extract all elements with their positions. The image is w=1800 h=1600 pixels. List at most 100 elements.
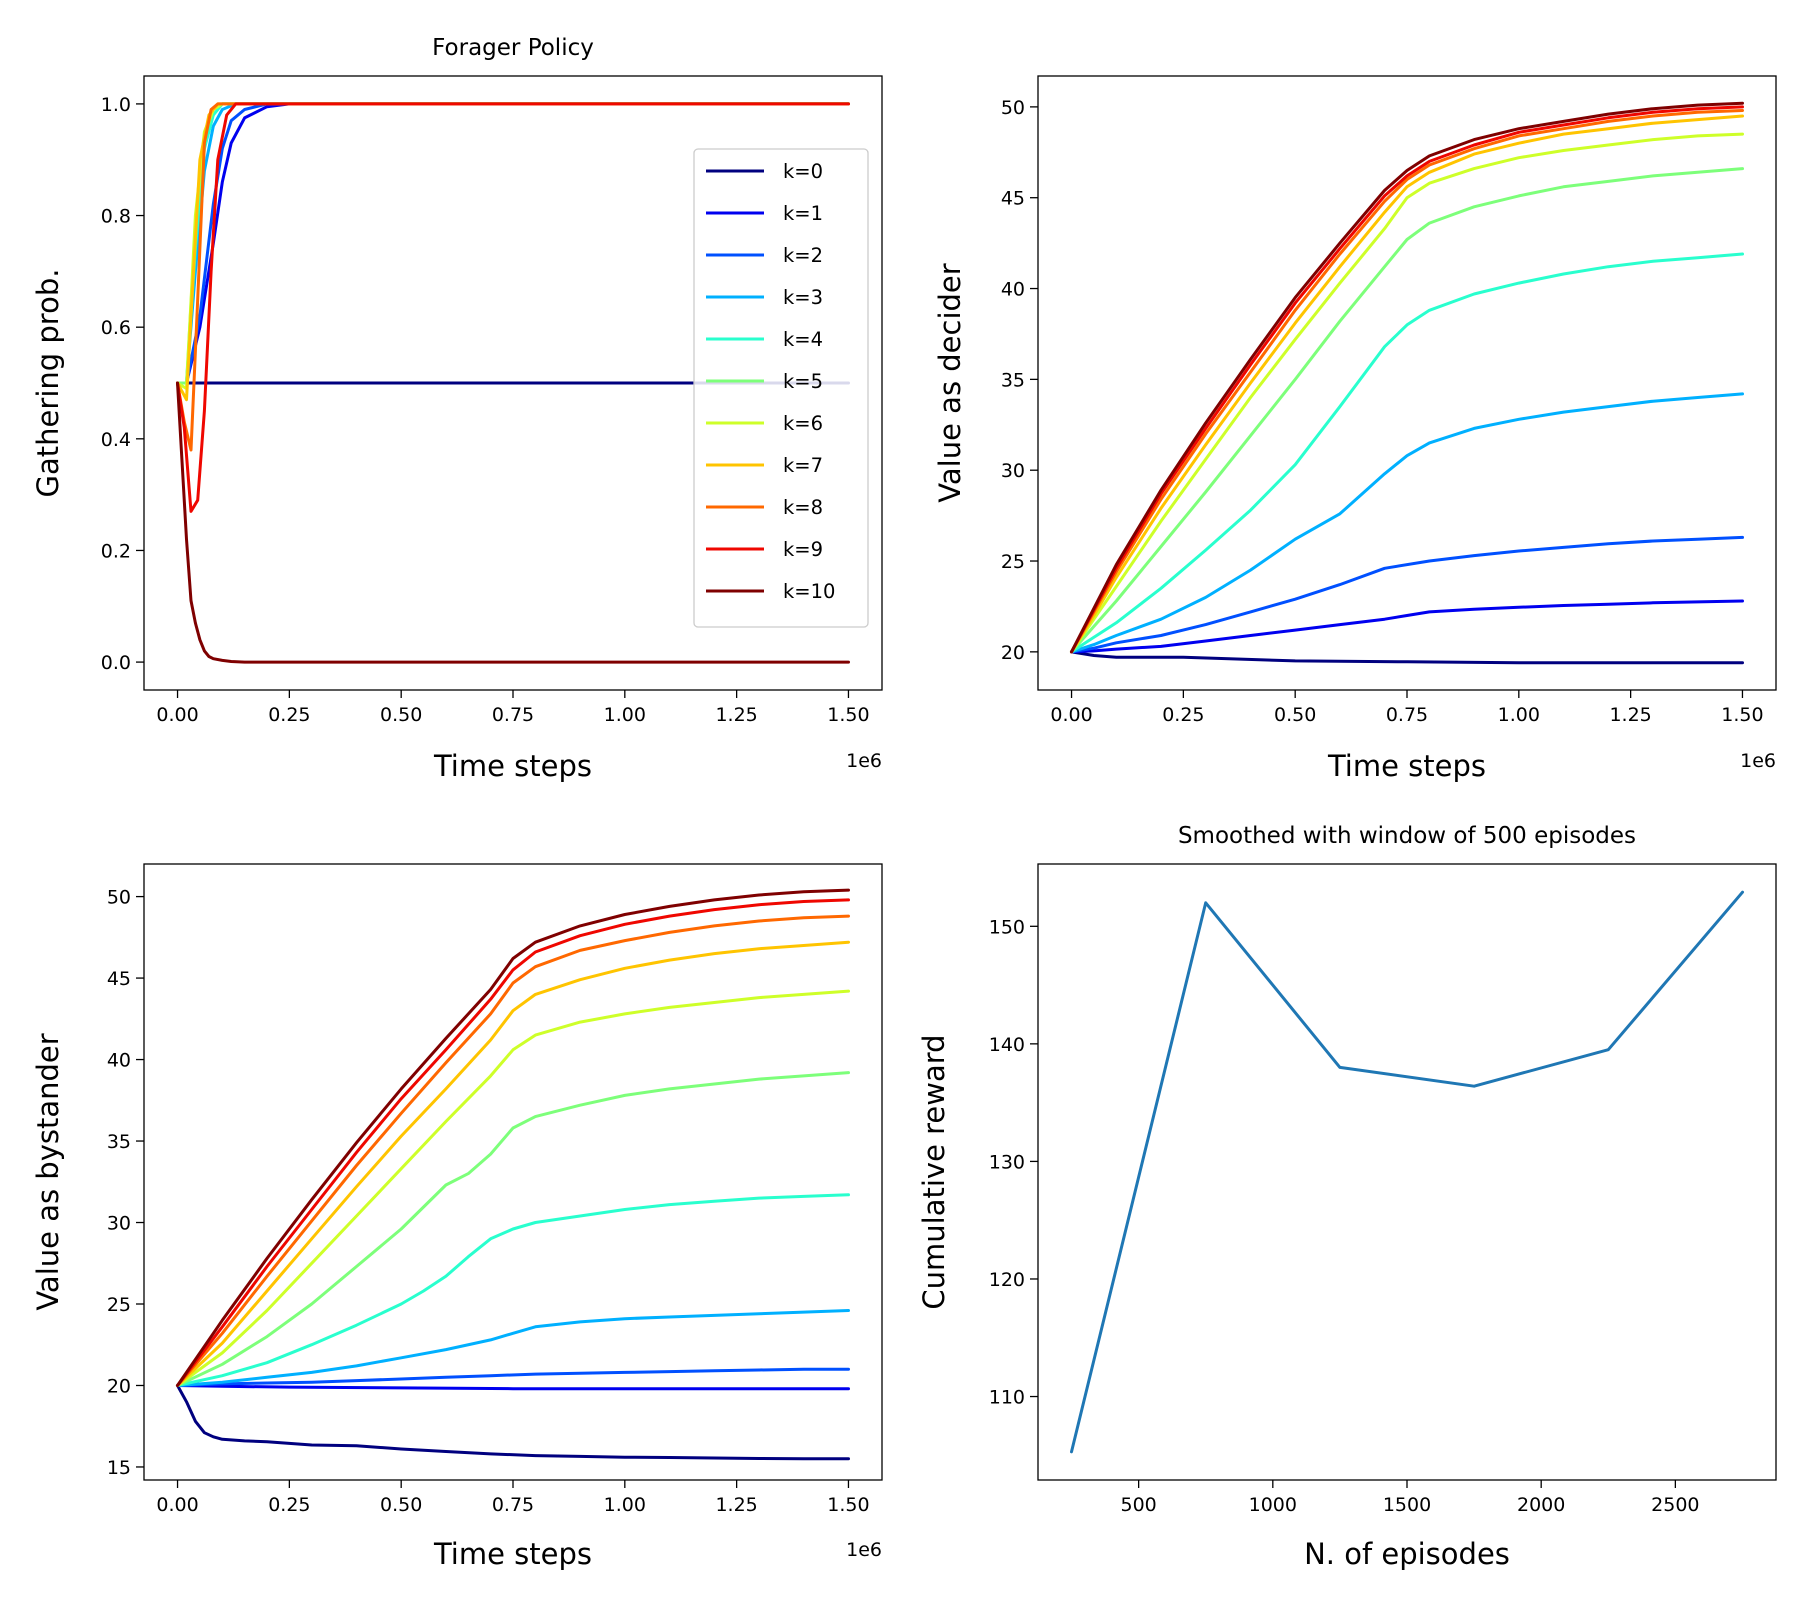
panel4-xtick-label: 2000 (1517, 1494, 1565, 1516)
panel1-xtick-label: 1.50 (827, 704, 869, 726)
panel3-ytick-label: 45 (107, 968, 131, 990)
panel3-ytick-label: 20 (107, 1375, 131, 1397)
legend-label: k=5 (783, 370, 823, 393)
panel1-ytick-label: 0.0 (101, 652, 131, 674)
panel4-ytick-label: 120 (989, 1269, 1025, 1291)
panel1-xtick-label: 0.75 (492, 704, 534, 726)
panel3-ylabel: Value as bystander (31, 1033, 65, 1310)
legend-label: k=4 (783, 328, 823, 351)
panel1-legend: k=0 k=1 k=2 k=3 k=4 k=5 k=6 k=7 k=8 k=9 k=10 (693, 148, 869, 628)
panel3-ytick-label: 40 (107, 1050, 131, 1072)
panel2-ytick-label: 25 (1001, 551, 1025, 573)
panel4-ytick-label: 130 (989, 1151, 1025, 1173)
panel3-series-line-7 (176, 940, 850, 1387)
panel3-series-line-9 (176, 898, 850, 1387)
panel4-ytick-label: 110 (989, 1387, 1025, 1409)
panel3-xtick-label: 0.75 (492, 1494, 534, 1516)
panel3-xtick-label: 1.00 (604, 1494, 646, 1516)
panel1-ytick-label: 0.4 (101, 429, 131, 451)
legend-label: k=3 (783, 286, 823, 309)
legend-label: k=7 (783, 454, 823, 477)
panel-forager-policy: Forager Policy 0.00 0.25 0.50 0.75 1.00 1.25 1… (31, 35, 883, 783)
panel2-series-line-9 (1070, 105, 1744, 654)
panel3-series-line-0 (176, 1384, 850, 1461)
panel2-plot (1070, 101, 1744, 665)
panel2-series-line-1 (1070, 599, 1744, 654)
panel1-xlabel: Time steps (433, 749, 592, 783)
panel4-title: Smoothed with window of 500 episodes (1178, 823, 1636, 849)
panel3-series-line-10 (176, 888, 850, 1387)
panel3-ytick-label: 15 (107, 1457, 131, 1479)
panel2-ytick-label: 50 (1001, 97, 1025, 119)
panel2-xtick-label: 1.25 (1609, 704, 1651, 726)
legend-label: k=2 (783, 244, 823, 267)
panel1-series-line-k10 (176, 381, 850, 664)
panel-value-decider: 0.00 0.25 0.50 0.75 1.00 1.25 1.50 20 25 30 35 40 4… (933, 75, 1777, 783)
panel4-yticks: 110 120 130 140 150 (989, 916, 1038, 1409)
panel4-xtick-label: 1500 (1383, 1494, 1431, 1516)
panel1-ytick-label: 0.8 (101, 206, 131, 228)
panel-value-bystander: 0.00 0.25 0.50 0.75 1.00 1.25 1.50 15 20 25 30 35 4… (31, 863, 883, 1571)
panel1-xtick-label: 1.25 (715, 704, 757, 726)
panel4-frame (1037, 863, 1777, 1481)
panel2-x-offset: 1e6 (1740, 750, 1776, 772)
panel2-ytick-label: 45 (1001, 188, 1025, 210)
panel2-ytick-label: 40 (1001, 279, 1025, 301)
panel3-ytick-label: 35 (107, 1131, 131, 1153)
panel4-ytick-label: 150 (989, 916, 1025, 938)
panel1-xtick-label: 0.00 (156, 704, 198, 726)
panel2-xtick-label: 0.50 (1274, 704, 1316, 726)
panel2-series-line-5 (1070, 167, 1744, 654)
panel1-ytick-label: 0.2 (101, 540, 131, 562)
panel1-title: Forager Policy (432, 35, 594, 61)
panel2-ytick-label: 30 (1001, 460, 1025, 482)
panel3-x-offset: 1e6 (846, 1539, 882, 1561)
panel3-xlabel: Time steps (433, 1537, 592, 1571)
panel2-xtick-label: 1.00 (1498, 704, 1540, 726)
panel2-ytick-label: 20 (1001, 642, 1025, 664)
panel4-ytick-label: 140 (989, 1034, 1025, 1056)
panel2-series-line-2 (1070, 535, 1744, 654)
panel3-ytick-label: 50 (107, 887, 131, 909)
panel2-series-line-0 (1070, 650, 1744, 665)
panel1-series-line-k9 (176, 102, 850, 513)
panel2-series-line-4 (1070, 252, 1744, 654)
panel2-series-line-6 (1070, 132, 1744, 654)
panel3-xticks: 0.00 0.25 0.50 0.75 1.00 1.25 1.50 (156, 1480, 870, 1516)
panel2-ylabel: Value as decider (933, 263, 967, 502)
panel1-frame (143, 75, 883, 691)
panel2-ytick-label: 35 (1001, 369, 1025, 391)
panel2-xtick-label: 0.25 (1162, 704, 1204, 726)
panel3-ytick-label: 30 (107, 1213, 131, 1235)
panel3-series-line-8 (176, 914, 850, 1387)
panel3-xtick-label: 0.25 (268, 1494, 310, 1516)
legend-label: k=1 (783, 202, 823, 225)
panel3-series-line-6 (176, 989, 850, 1387)
panel1-yticks: 0.0 0.2 0.4 0.6 0.8 1.0 (101, 94, 144, 674)
panel3-series-line-1 (176, 1384, 850, 1391)
panel2-series-line-10 (1070, 101, 1744, 654)
panel1-xtick-label: 0.25 (268, 704, 310, 726)
panel2-frame (1037, 75, 1777, 691)
panel1-series-line-k8 (176, 102, 850, 452)
legend-label: k=8 (783, 496, 823, 519)
panel1-series-line-k2 (176, 102, 850, 385)
panel2-series-line-8 (1070, 109, 1744, 654)
panel4-xtick-label: 2500 (1651, 1494, 1699, 1516)
panel1-ylabel: Gathering prob. (31, 269, 65, 498)
panel1-plot (176, 102, 850, 664)
panel4-series-line-0 (1070, 890, 1744, 1454)
panel4-ylabel: Cumulative reward (917, 1034, 951, 1309)
legend-label: k=0 (783, 160, 823, 183)
panel3-xtick-label: 1.50 (827, 1494, 869, 1516)
panel1-xtick-label: 0.50 (380, 704, 422, 726)
panel2-series-line-3 (1070, 392, 1744, 654)
panel2-xtick-label: 1.50 (1721, 704, 1763, 726)
panel4-xtick-label: 500 (1121, 1494, 1157, 1516)
panel3-xtick-label: 0.00 (156, 1494, 198, 1516)
panel4-xtick-label: 1000 (1249, 1494, 1297, 1516)
legend-box (693, 148, 869, 628)
panel3-series-line-4 (176, 1193, 850, 1387)
